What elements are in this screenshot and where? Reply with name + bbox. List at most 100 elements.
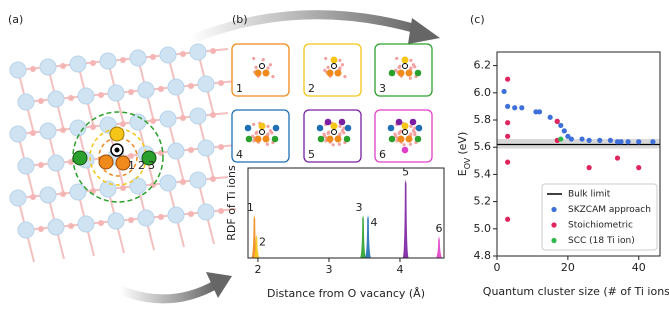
ti-atom — [317, 135, 325, 143]
o-atom — [338, 58, 342, 62]
y-tick-label: 5.8 — [474, 113, 492, 126]
o-atom — [408, 142, 412, 146]
ti-atom — [47, 218, 65, 236]
panel-label: (b) — [232, 13, 248, 26]
point — [505, 76, 511, 82]
o-atom — [210, 112, 216, 118]
o-atom — [60, 191, 66, 197]
ti-atom — [99, 180, 117, 198]
y-tick-label: 6.2 — [474, 59, 492, 72]
o-atom — [38, 98, 44, 104]
point — [554, 118, 560, 124]
ti-atom — [316, 124, 324, 132]
ti-atom — [9, 189, 27, 207]
peak-label: 1 — [247, 201, 254, 214]
o-atom — [150, 54, 156, 60]
o-atom — [402, 143, 406, 147]
cluster-label: 1 — [236, 82, 243, 95]
ti-atom — [401, 122, 409, 130]
ti-atom — [159, 46, 177, 64]
axes-frame — [247, 167, 445, 259]
o-atom — [38, 162, 44, 168]
o-atom — [180, 115, 186, 121]
ti-atom — [197, 203, 215, 221]
ti-atom — [344, 124, 352, 132]
shell-label: 3 — [148, 159, 155, 172]
o-atom — [265, 142, 269, 146]
ti-atom — [39, 186, 57, 204]
o-atom — [270, 131, 274, 135]
ti-atom — [197, 75, 215, 93]
o-atom — [30, 130, 36, 136]
ti-atom — [397, 69, 405, 77]
ti-atom — [388, 135, 396, 143]
y-tick-label: 5.0 — [474, 222, 492, 235]
ti-atom — [9, 61, 27, 79]
o-atom — [30, 66, 36, 72]
vacancy-site — [72, 111, 164, 203]
ti-atom — [107, 212, 125, 230]
point — [505, 159, 511, 165]
ti-atom — [69, 55, 87, 73]
point — [636, 165, 642, 171]
o-atom — [30, 194, 36, 200]
point — [519, 105, 525, 111]
ti-atom — [254, 135, 262, 143]
point — [512, 105, 518, 111]
point — [558, 122, 564, 129]
o-atom — [268, 63, 273, 67]
peak-label: 4 — [371, 216, 378, 229]
ti-atom — [414, 69, 422, 77]
ti-atom — [272, 124, 280, 132]
o-atom — [408, 76, 412, 80]
o-atom — [327, 130, 331, 134]
ti-atom — [343, 135, 351, 143]
vacancy — [331, 129, 337, 135]
ti-atom — [387, 124, 395, 132]
point — [625, 139, 631, 145]
vacancy — [259, 129, 265, 135]
o-atom — [413, 65, 417, 69]
ti-atom — [39, 58, 57, 76]
ti-atom — [258, 122, 266, 130]
point — [547, 114, 553, 120]
ti-atom — [334, 135, 342, 143]
o-atom — [210, 48, 216, 54]
o-atom — [399, 129, 403, 133]
arrow-head — [408, 18, 440, 44]
o-atom — [120, 185, 126, 191]
ti-atom — [129, 177, 147, 195]
point — [636, 139, 642, 145]
ti-atom — [330, 56, 338, 64]
o-atom — [394, 68, 398, 72]
ti-atom — [167, 206, 185, 224]
ti-atom — [107, 84, 125, 102]
ti-atom — [338, 118, 346, 126]
cluster-box — [374, 43, 433, 97]
ti-atom — [326, 69, 334, 77]
o-atom — [409, 58, 413, 62]
legend-swatch — [551, 222, 557, 228]
o-atom — [395, 56, 399, 61]
x-axis-label: Distance from O vacancy (Å) — [267, 287, 425, 300]
o-atom — [271, 74, 275, 79]
ti-atom — [189, 107, 207, 125]
o-atom — [180, 51, 186, 57]
y-axis-label-unit: (eV) — [456, 132, 469, 155]
ti-atom — [137, 209, 155, 227]
x-tick-label: 0 — [494, 261, 501, 274]
ti-atom — [415, 124, 423, 132]
point — [501, 88, 507, 95]
ti-atom — [262, 135, 270, 143]
point — [568, 136, 575, 142]
ti-atom — [254, 69, 262, 77]
o-atom — [252, 122, 256, 127]
y-axis-label-main: E — [456, 169, 469, 176]
x-tick-label: 4 — [396, 263, 403, 276]
peak — [253, 234, 260, 258]
o-atom — [413, 133, 417, 137]
ti-atom — [330, 122, 338, 130]
o-atom — [338, 124, 342, 128]
ti-atom — [388, 69, 396, 77]
